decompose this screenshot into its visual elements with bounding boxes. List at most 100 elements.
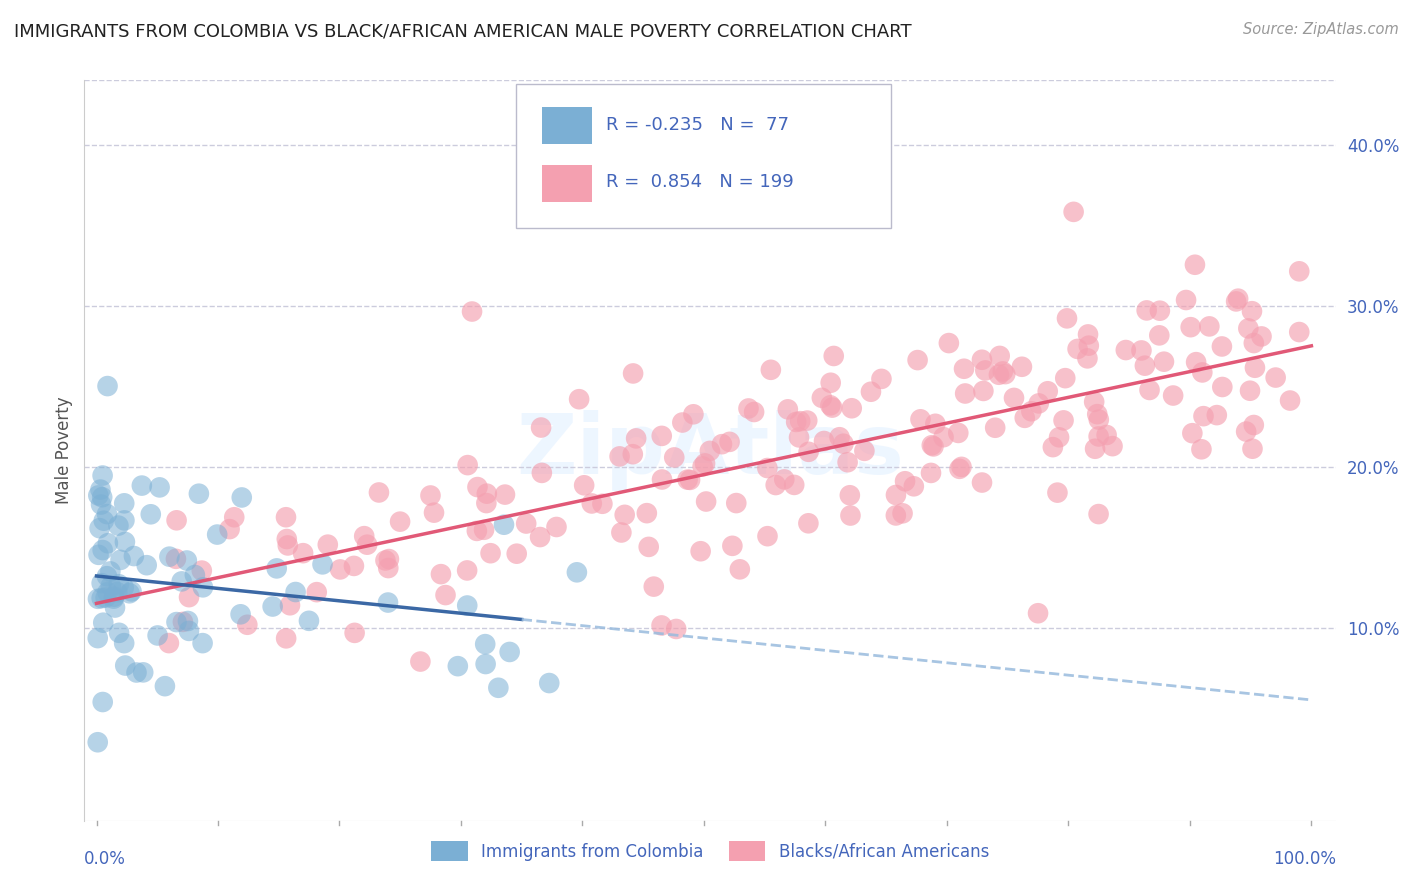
- Point: [676, 473, 699, 487]
- Point: [572, 478, 595, 492]
- Point: [1153, 354, 1175, 368]
- Point: [430, 567, 453, 582]
- Point: [721, 539, 744, 553]
- Point: [994, 367, 1017, 381]
- Point: [1239, 384, 1261, 398]
- Point: [104, 600, 127, 615]
- Point: [568, 392, 591, 407]
- Point: [1225, 294, 1247, 309]
- Point: [187, 486, 209, 500]
- Point: [664, 450, 686, 465]
- Point: [107, 577, 129, 591]
- Point: [176, 553, 198, 567]
- Point: [922, 439, 945, 453]
- Point: [1211, 339, 1233, 353]
- FancyBboxPatch shape: [543, 165, 592, 202]
- Point: [894, 475, 917, 489]
- Point: [988, 349, 1011, 363]
- Point: [671, 416, 693, 430]
- Point: [467, 480, 489, 494]
- Point: [1047, 430, 1070, 444]
- Point: [90, 576, 112, 591]
- Point: [153, 679, 176, 693]
- Point: [820, 376, 842, 390]
- Point: [177, 624, 200, 638]
- Point: [1130, 343, 1153, 358]
- Point: [218, 522, 240, 536]
- Point: [87, 735, 110, 749]
- Point: [229, 607, 252, 622]
- Point: [472, 523, 495, 537]
- Point: [636, 506, 658, 520]
- Point: [419, 488, 441, 502]
- Point: [191, 580, 214, 594]
- Point: [166, 615, 188, 629]
- Point: [950, 459, 973, 474]
- Point: [773, 472, 796, 486]
- FancyBboxPatch shape: [543, 107, 592, 144]
- Point: [530, 420, 553, 434]
- Point: [1002, 391, 1025, 405]
- Point: [262, 599, 284, 614]
- Point: [591, 497, 613, 511]
- Point: [91, 695, 114, 709]
- Point: [921, 438, 943, 452]
- Point: [1063, 205, 1085, 219]
- Point: [1234, 425, 1257, 439]
- Point: [972, 384, 994, 398]
- Point: [651, 429, 673, 443]
- Point: [91, 543, 114, 558]
- Point: [112, 636, 135, 650]
- Point: [1181, 426, 1204, 441]
- Point: [177, 590, 200, 604]
- Point: [89, 521, 111, 535]
- Point: [759, 363, 782, 377]
- Point: [974, 363, 997, 377]
- Point: [910, 412, 932, 426]
- Point: [756, 461, 779, 475]
- Point: [112, 581, 135, 595]
- Point: [329, 562, 352, 576]
- Point: [89, 483, 111, 497]
- Point: [374, 553, 396, 567]
- Point: [149, 480, 172, 494]
- Point: [277, 538, 299, 552]
- Point: [284, 585, 307, 599]
- Point: [737, 401, 759, 416]
- Point: [170, 574, 193, 589]
- Point: [1243, 336, 1265, 351]
- Point: [1077, 327, 1099, 342]
- Point: [953, 386, 976, 401]
- Point: [1076, 351, 1098, 366]
- Point: [292, 546, 315, 560]
- Point: [948, 462, 970, 476]
- Point: [343, 625, 366, 640]
- Point: [984, 421, 1007, 435]
- Point: [172, 615, 194, 629]
- Point: [1191, 442, 1213, 457]
- Point: [377, 561, 399, 575]
- Point: [813, 434, 835, 448]
- Point: [756, 529, 779, 543]
- Point: [610, 525, 633, 540]
- Point: [682, 407, 704, 421]
- FancyBboxPatch shape: [516, 84, 891, 228]
- Point: [112, 496, 135, 510]
- Point: [114, 658, 136, 673]
- Point: [797, 516, 820, 531]
- Point: [276, 532, 298, 546]
- Point: [461, 304, 484, 318]
- Point: [1077, 338, 1099, 352]
- Point: [236, 617, 259, 632]
- Point: [96, 507, 118, 521]
- Point: [96, 379, 118, 393]
- Point: [177, 614, 200, 628]
- Point: [479, 546, 502, 560]
- Point: [1149, 328, 1171, 343]
- Point: [1042, 440, 1064, 454]
- Point: [609, 450, 631, 464]
- Point: [1184, 258, 1206, 272]
- Point: [1250, 329, 1272, 343]
- Point: [820, 398, 842, 412]
- Text: 100.0%: 100.0%: [1272, 850, 1336, 868]
